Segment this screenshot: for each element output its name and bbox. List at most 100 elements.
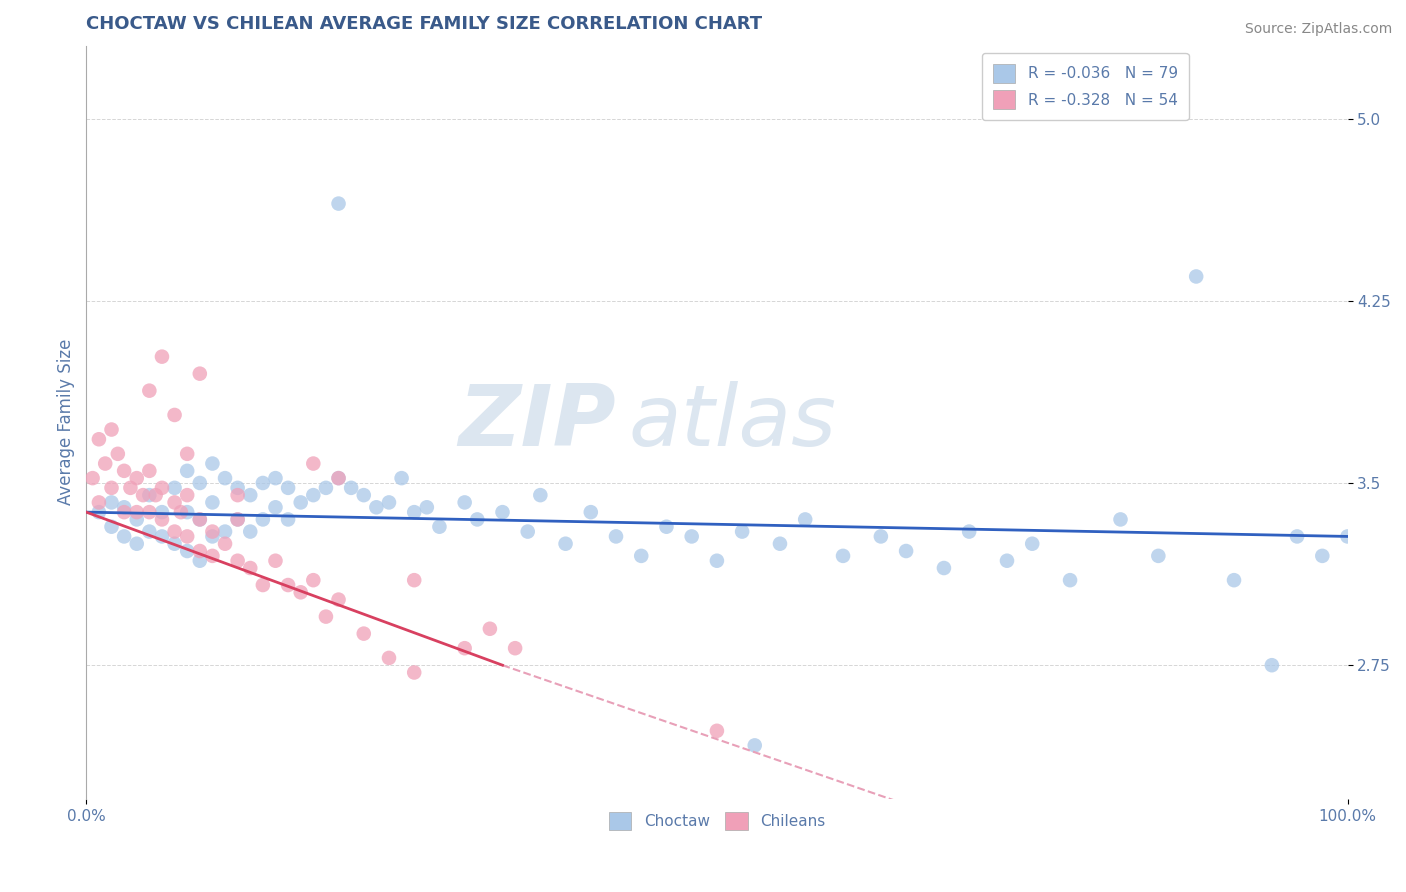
Point	[188, 367, 211, 381]
Point	[252, 512, 274, 526]
Point	[138, 488, 160, 502]
Point	[112, 500, 135, 515]
Point	[1109, 512, 1132, 526]
Point	[264, 500, 287, 515]
Point	[252, 578, 274, 592]
Point	[125, 537, 148, 551]
Point	[769, 537, 792, 551]
Point	[391, 471, 413, 485]
Point	[252, 475, 274, 490]
Point	[138, 384, 160, 398]
Point	[82, 471, 104, 485]
Point	[188, 512, 211, 526]
Point	[630, 549, 652, 563]
Point	[132, 488, 155, 502]
Point	[404, 573, 426, 587]
Point	[277, 481, 299, 495]
Point	[328, 471, 350, 485]
Point	[491, 505, 513, 519]
Point	[302, 488, 325, 502]
Point	[163, 481, 186, 495]
Point	[163, 495, 186, 509]
Point	[290, 585, 312, 599]
Text: atlas: atlas	[628, 381, 837, 464]
Point	[163, 537, 186, 551]
Point	[176, 488, 198, 502]
Point	[1223, 573, 1246, 587]
Point	[112, 464, 135, 478]
Point	[150, 481, 173, 495]
Point	[302, 573, 325, 587]
Point	[120, 481, 142, 495]
Point	[579, 505, 602, 519]
Point	[655, 519, 678, 533]
Point	[125, 505, 148, 519]
Point	[176, 464, 198, 478]
Point	[404, 665, 426, 680]
Point	[404, 505, 426, 519]
Point	[1310, 549, 1333, 563]
Point	[1185, 269, 1208, 284]
Point	[150, 505, 173, 519]
Point	[214, 537, 236, 551]
Point	[453, 495, 475, 509]
Point	[214, 524, 236, 539]
Point	[176, 544, 198, 558]
Point	[706, 554, 728, 568]
Point	[894, 544, 917, 558]
Point	[163, 524, 186, 539]
Point	[1059, 573, 1081, 587]
Point	[100, 519, 122, 533]
Text: ZIP: ZIP	[458, 381, 616, 464]
Point	[1261, 658, 1284, 673]
Point	[1147, 549, 1170, 563]
Point	[188, 554, 211, 568]
Point	[107, 447, 129, 461]
Point	[201, 529, 224, 543]
Point	[378, 651, 401, 665]
Point	[201, 524, 224, 539]
Point	[201, 457, 224, 471]
Point	[794, 512, 817, 526]
Point	[429, 519, 451, 533]
Point	[932, 561, 955, 575]
Legend: Choctaw, Chileans: Choctaw, Chileans	[602, 805, 831, 837]
Point	[353, 488, 375, 502]
Point	[226, 488, 249, 502]
Point	[201, 495, 224, 509]
Point	[366, 500, 388, 515]
Point	[315, 481, 337, 495]
Point	[138, 505, 160, 519]
Point	[112, 529, 135, 543]
Point	[100, 481, 122, 495]
Point	[516, 524, 538, 539]
Point	[226, 512, 249, 526]
Point	[94, 457, 117, 471]
Point	[416, 500, 439, 515]
Point	[170, 505, 193, 519]
Point	[176, 447, 198, 461]
Point	[1336, 529, 1358, 543]
Point	[832, 549, 855, 563]
Point	[87, 432, 110, 446]
Point	[744, 739, 766, 753]
Point	[226, 481, 249, 495]
Point	[176, 505, 198, 519]
Point	[264, 471, 287, 485]
Point	[150, 512, 173, 526]
Point	[226, 554, 249, 568]
Point	[529, 488, 551, 502]
Point	[277, 578, 299, 592]
Point	[201, 549, 224, 563]
Point	[290, 495, 312, 509]
Point	[353, 626, 375, 640]
Point	[264, 554, 287, 568]
Point	[277, 512, 299, 526]
Point	[681, 529, 703, 543]
Point	[239, 524, 262, 539]
Point	[378, 495, 401, 509]
Point	[239, 488, 262, 502]
Y-axis label: Average Family Size: Average Family Size	[58, 339, 75, 506]
Point	[328, 471, 350, 485]
Point	[226, 512, 249, 526]
